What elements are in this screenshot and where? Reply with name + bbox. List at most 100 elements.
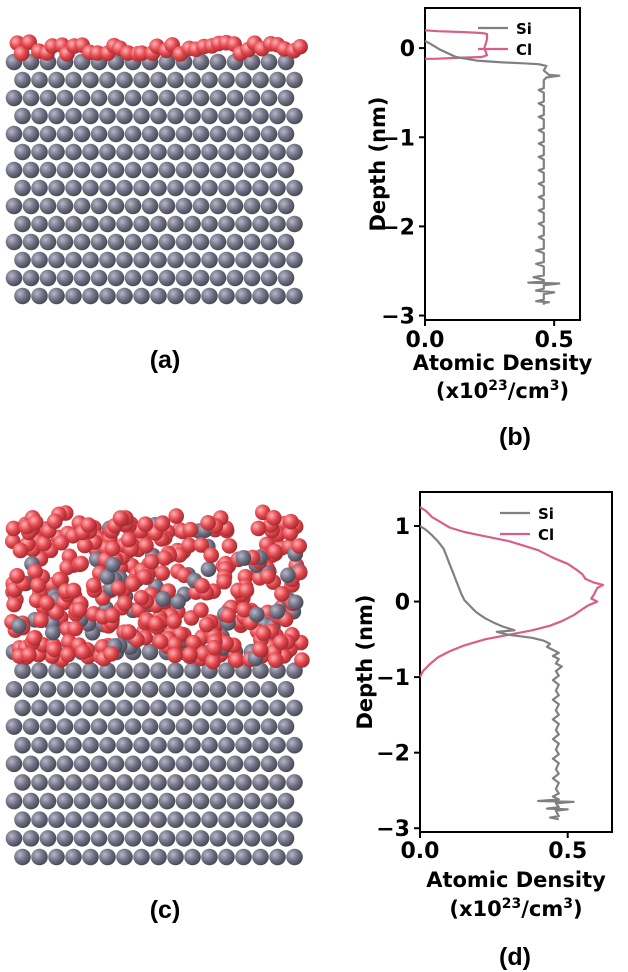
si-atom <box>167 287 184 305</box>
si-atom <box>124 680 142 698</box>
si-atom <box>56 755 74 773</box>
si-atom <box>218 143 235 161</box>
si-atom <box>252 736 269 754</box>
legend-label-cl: Cl <box>538 526 554 544</box>
si-atom <box>124 161 142 179</box>
si-atom <box>48 143 65 161</box>
atomistic-panel-a <box>5 34 308 305</box>
si-atom <box>82 287 99 305</box>
si-atom <box>184 662 201 679</box>
si-atom <box>99 736 116 754</box>
si-atom <box>73 125 91 143</box>
si-atom <box>201 179 218 197</box>
si-atom <box>5 233 23 251</box>
si-atom <box>218 215 235 233</box>
si-atom <box>82 71 99 89</box>
si-atom <box>116 251 133 269</box>
si-atom <box>167 848 184 866</box>
cl-atom <box>71 601 88 618</box>
si-atom <box>209 792 227 810</box>
si-atom <box>226 197 244 215</box>
cl-atom <box>9 568 25 584</box>
si-atom <box>5 125 23 143</box>
si-atom <box>235 251 252 269</box>
si-atom <box>116 699 133 717</box>
si-atom <box>150 287 167 305</box>
si-atom <box>243 269 261 287</box>
si-atom <box>150 179 167 197</box>
si-atom <box>65 251 82 269</box>
si-atom <box>286 811 303 829</box>
si-atom <box>14 143 31 161</box>
si-atom <box>141 161 159 179</box>
cl-atom <box>156 550 173 566</box>
si-atom <box>167 143 184 161</box>
si-atom <box>218 774 235 791</box>
cl-atom <box>228 652 245 668</box>
si-atom <box>235 736 252 754</box>
si-atom <box>286 179 303 197</box>
si-atom <box>158 680 176 698</box>
cl-atom <box>33 612 49 629</box>
si-atom <box>65 215 82 233</box>
si-atom <box>14 179 31 197</box>
plot-frame <box>424 7 581 321</box>
si-atom <box>252 287 269 305</box>
series-line-si <box>424 40 561 305</box>
si-atom <box>226 89 244 107</box>
si-atom <box>184 143 201 161</box>
y-tick-label: −3 <box>381 305 415 330</box>
si-atom <box>167 107 184 125</box>
cl-atom <box>116 595 133 612</box>
cl-atom <box>255 625 272 642</box>
si-atom <box>252 848 269 866</box>
si-atom <box>192 269 210 287</box>
si-atom <box>65 699 82 717</box>
si-atom <box>82 736 99 754</box>
si-atom <box>65 662 82 679</box>
si-atom <box>73 233 91 251</box>
cl-atom <box>294 652 310 668</box>
si-atom <box>48 736 65 754</box>
si-atom <box>116 179 133 197</box>
cl-atom <box>252 641 268 658</box>
si-atom <box>116 143 133 161</box>
si-atom <box>158 792 176 810</box>
si-atom <box>90 755 108 773</box>
si-atom <box>158 269 176 287</box>
si-atom <box>277 680 295 698</box>
si-atom <box>209 680 227 698</box>
si-atom <box>184 699 201 717</box>
x-tick-label: 0.5 <box>535 328 574 353</box>
si-atom <box>116 736 133 754</box>
si-atom <box>167 774 184 791</box>
cl-atom <box>250 520 267 537</box>
si-atom <box>65 71 82 89</box>
si-atom <box>252 143 269 161</box>
si-atom <box>167 736 184 754</box>
si-atom <box>5 755 23 773</box>
si-atom <box>167 699 184 717</box>
cl-atom <box>46 513 63 530</box>
si-atom <box>22 792 40 810</box>
si-atom <box>286 736 303 754</box>
si-atom <box>235 71 252 89</box>
si-atom <box>82 699 99 717</box>
si-atom <box>209 53 227 71</box>
si-atom <box>277 792 295 810</box>
si-atom <box>124 125 142 143</box>
cl-atom <box>282 525 299 541</box>
si-atom <box>116 774 133 791</box>
si-atom <box>158 161 176 179</box>
cl-atom <box>220 607 237 624</box>
series-line-si <box>419 525 575 821</box>
panel-label-d: (d) <box>499 943 531 971</box>
si-atom <box>5 680 23 698</box>
cl-atom <box>65 582 82 599</box>
y-tick-label: 0 <box>395 591 410 616</box>
cl-atom <box>26 630 42 646</box>
cl-atom <box>216 573 232 590</box>
si-atom <box>14 107 31 125</box>
si-atom <box>14 736 31 754</box>
si-atom <box>175 197 193 215</box>
